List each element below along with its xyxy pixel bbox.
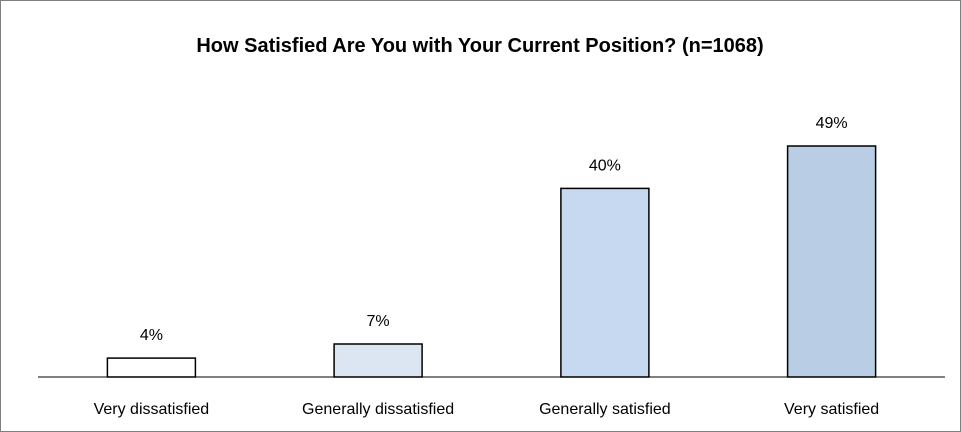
bar-very-dissatisfied	[106, 357, 197, 378]
bar-generally-satisfied	[560, 187, 650, 378]
bar-generally-dissatisfied	[333, 343, 423, 378]
data-label-generally-satisfied: 40%	[589, 157, 621, 174]
category-label-generally-dissatisfied: Generally dissatisfied	[302, 401, 454, 418]
chart-title: How Satisfied Are You with Your Current …	[196, 35, 763, 57]
data-label-very-dissatisfied: 4%	[140, 327, 163, 344]
bars-group	[106, 145, 877, 378]
category-labels-group: Very dissatisfied Generally dissatisfied G…	[94, 401, 880, 418]
data-label-generally-dissatisfied: 7%	[367, 313, 390, 330]
data-label-very-satisfied: 49%	[816, 115, 848, 132]
data-labels-group: 4% 7% 40% 49%	[140, 115, 848, 344]
bar-very-satisfied	[786, 145, 877, 378]
category-label-generally-satisfied: Generally satisfied	[539, 401, 671, 418]
category-label-very-dissatisfied: Very dissatisfied	[94, 401, 210, 418]
category-label-very-satisfied: Very satisfied	[784, 401, 879, 418]
